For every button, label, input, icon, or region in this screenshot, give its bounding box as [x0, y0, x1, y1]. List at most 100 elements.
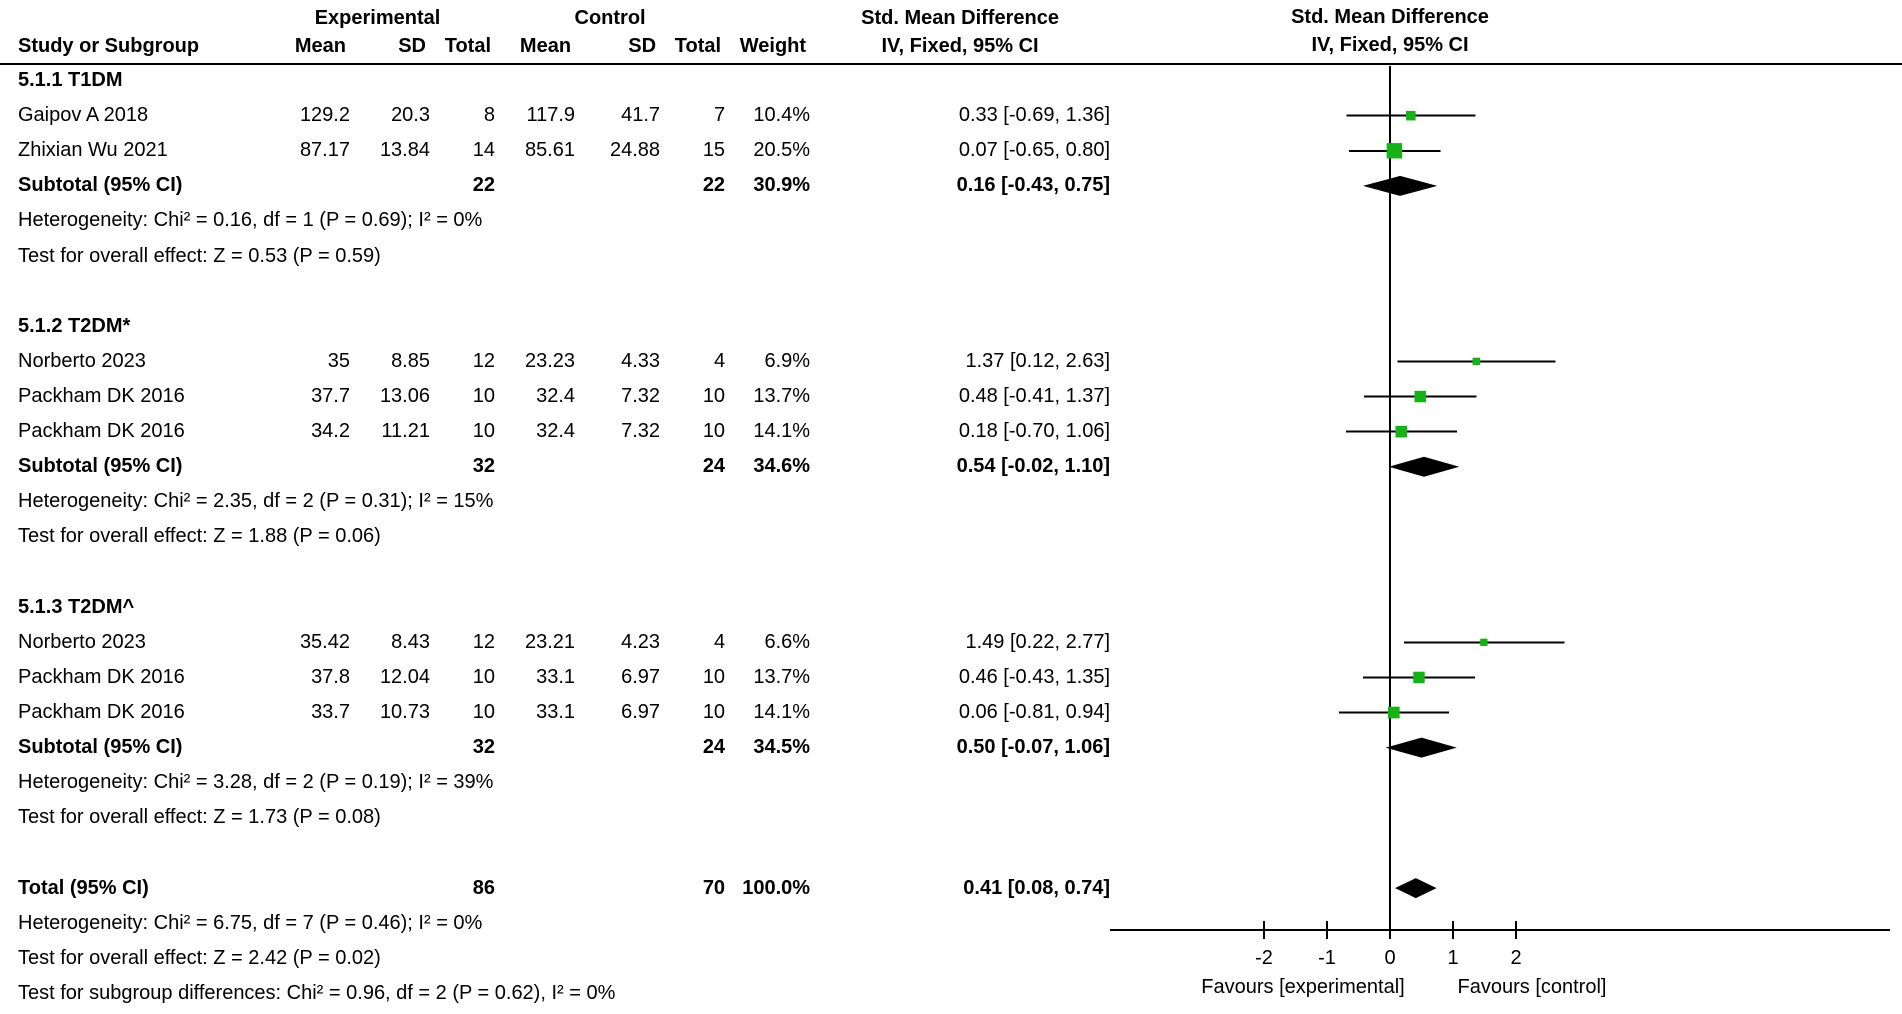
statistics-note-row: Heterogeneity: Chi² = 2.35, df = 2 (P = … — [18, 484, 1110, 519]
header-divider — [0, 63, 1902, 65]
axis-tick-label: 1 — [1447, 947, 1458, 969]
experimental-group-header: Experimental — [314, 7, 441, 29]
exp-sd: 11.21 — [381, 420, 430, 443]
effect-square — [1472, 357, 1481, 366]
subtotal-diamond — [1385, 737, 1457, 758]
statistics-note-row: Test for subgroup differences: Chi² = 0.… — [18, 976, 1110, 1011]
ctl-total: 15 — [702, 139, 726, 162]
statistics-note-row: Heterogeneity: Chi² = 6.75, df = 7 (P = … — [18, 906, 1110, 941]
exp-total: 10 — [472, 385, 496, 408]
subgroup-header-row: 5.1.3 T2DM^ — [18, 590, 1110, 625]
weight: 13.7% — [753, 385, 811, 408]
subtotal-row: Subtotal (95% CI) 32 24 34.5% 0.50 [-0.07, 1… — [18, 730, 1110, 765]
weight: 34.6% — [753, 455, 811, 478]
subtotal-label: Subtotal (95% CI) — [18, 174, 183, 197]
weight: 10.4% — [753, 104, 811, 127]
exp-total: 32 — [472, 736, 496, 759]
statistics-note: Test for overall effect: Z = 2.42 (P = 0… — [18, 946, 381, 969]
axis-tick-label: 0 — [1384, 947, 1395, 969]
ctl-sd: 4.33 — [621, 349, 661, 372]
exp-mean: 35.42 — [299, 630, 350, 653]
exp-total: 32 — [472, 455, 496, 478]
ctl-total: 7 — [713, 104, 726, 127]
exp-total: 12 — [472, 630, 496, 653]
study-row: Gaipov A 2018 129.2 20.3 8 117.9 41.7 7 10.4% 0.… — [18, 98, 1110, 133]
study-name: Packham DK 2016 — [18, 701, 185, 724]
weight: 100.0% — [742, 876, 811, 899]
subtotal-diamond — [1388, 456, 1460, 477]
ctl-sd: 6.97 — [621, 665, 661, 688]
ctl-sd: 7.32 — [621, 420, 661, 443]
ctl-mean: 33.1 — [536, 701, 576, 724]
effect-estimate-text: 1.49 [0.22, 2.77] — [965, 630, 1111, 653]
total-diamond — [1395, 878, 1437, 899]
weight: 6.9% — [764, 349, 811, 372]
subtotal-row: Subtotal (95% CI) 22 22 30.9% 0.16 [-0.43, 0… — [18, 168, 1110, 203]
col-ctl-sd: SD — [628, 35, 657, 57]
statistics-note-row: Heterogeneity: Chi² = 3.28, df = 2 (P = … — [18, 765, 1110, 800]
ctl-mean: 23.21 — [524, 630, 576, 653]
effect-estimate-text: 0.06 [-0.81, 0.94] — [958, 701, 1111, 724]
total-label: Total (95% CI) — [18, 876, 149, 899]
ctl-total: 4 — [713, 630, 726, 653]
study-name: Norberto 2023 — [18, 349, 146, 372]
exp-total: 10 — [472, 665, 496, 688]
exp-sd: 8.85 — [391, 349, 430, 372]
study-row: Norberto 2023 35.42 8.43 12 23.21 4.23 4 6.6% 1.… — [18, 625, 1110, 660]
study-row: Packham DK 2016 37.8 12.04 10 33.1 6.97 10 13.7… — [18, 660, 1110, 695]
col-exp-mean: Mean — [294, 35, 346, 57]
effect-square — [1414, 390, 1426, 403]
statistics-note: Heterogeneity: Chi² = 2.35, df = 2 (P = … — [18, 490, 494, 513]
ctl-total: 24 — [702, 455, 726, 478]
ctl-sd: 41.7 — [621, 104, 661, 127]
statistics-note-row: Test for overall effect: Z = 2.42 (P = 0… — [18, 941, 1110, 976]
subgroup-label: 5.1.2 T2DM* — [18, 314, 131, 337]
favours-experimental-label: Favours [experimental] — [1201, 976, 1404, 998]
axis-tick-label: -2 — [1255, 947, 1273, 969]
statistics-note: Test for subgroup differences: Chi² = 0.… — [18, 981, 616, 1004]
subgroup-header-row: 5.1.1 T1DM — [18, 63, 1110, 98]
ctl-total: 70 — [702, 876, 726, 899]
effect-estimate-text: 0.54 [-0.02, 1.10] — [956, 455, 1111, 478]
effect-estimate-text: 0.41 [0.08, 0.74] — [963, 876, 1111, 899]
exp-mean: 87.17 — [299, 139, 350, 162]
ctl-total: 10 — [702, 385, 726, 408]
exp-mean: 129.2 — [299, 104, 350, 127]
ctl-sd: 4.23 — [621, 630, 661, 653]
statistics-note-row: Test for overall effect: Z = 1.73 (P = 0… — [18, 800, 1110, 835]
graph-effect-header: Std. Mean Difference — [1291, 6, 1489, 28]
study-row: Packham DK 2016 37.7 13.06 10 32.4 7.32 10 13.7… — [18, 379, 1110, 414]
statistics-note-row: Test for overall effect: Z = 0.53 (P = 0… — [18, 239, 1110, 274]
effect-estimate-text: 0.50 [-0.07, 1.06] — [956, 736, 1111, 759]
study-table: Experimental Control Std. Mean Differenc… — [18, 0, 1110, 1011]
exp-sd: 10.73 — [379, 701, 430, 724]
exp-mean: 33.7 — [311, 701, 350, 724]
ctl-mean: 117.9 — [526, 104, 576, 127]
exp-total: 10 — [472, 701, 496, 724]
ctl-total: 22 — [702, 174, 726, 197]
exp-total: 22 — [472, 174, 496, 197]
study-name: Gaipov A 2018 — [18, 104, 149, 127]
study-name: Zhixian Wu 2021 — [18, 139, 168, 162]
ctl-mean: 85.61 — [524, 139, 576, 162]
weight: 34.5% — [753, 736, 811, 759]
study-name: Packham DK 2016 — [18, 665, 185, 688]
subtotal-label: Subtotal (95% CI) — [18, 736, 183, 759]
weight: 30.9% — [753, 174, 811, 197]
ctl-mean: 33.1 — [536, 665, 576, 688]
weight: 14.1% — [753, 420, 811, 443]
effect-column-header: Std. Mean Difference — [861, 7, 1059, 29]
table-body: 5.1.1 T1DM Gaipov A 2018 129.2 20.3 8 117.9 41… — [18, 63, 1110, 1011]
effect-square — [1413, 671, 1425, 684]
ctl-sd: 6.97 — [621, 701, 661, 724]
statistics-note: Test for overall effect: Z = 1.88 (P = 0… — [18, 525, 381, 548]
graph-method-header: IV, Fixed, 95% CI — [1311, 34, 1468, 56]
exp-sd: 13.84 — [379, 139, 430, 162]
study-row: Packham DK 2016 34.2 11.21 10 32.4 7.32 10 14.1… — [18, 414, 1110, 449]
col-weight: Weight — [739, 35, 807, 57]
effect-estimate-text: 0.46 [-0.43, 1.35] — [958, 665, 1111, 688]
ctl-total: 10 — [702, 665, 726, 688]
ctl-total: 24 — [702, 736, 726, 759]
